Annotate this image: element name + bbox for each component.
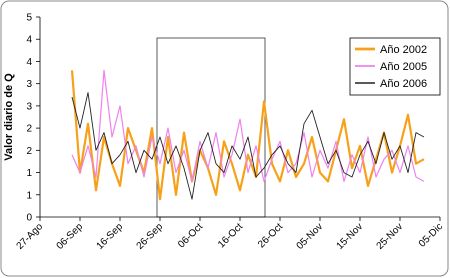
y-tick-label: 2 bbox=[26, 124, 32, 135]
y-tick-label: 0 bbox=[26, 213, 32, 224]
y-tick-label: 2 bbox=[26, 146, 32, 157]
series-line bbox=[71, 69, 425, 182]
y-tick-label: 1 bbox=[26, 190, 32, 201]
y-axis-label: Valor diario de Q bbox=[3, 73, 15, 161]
legend-label: Año 2002 bbox=[380, 44, 427, 56]
y-tick-label: 5 bbox=[26, 13, 32, 24]
y-tick-label: 1 bbox=[26, 168, 32, 179]
legend-label: Año 2005 bbox=[380, 61, 427, 73]
y-tick-label: 3 bbox=[26, 79, 32, 90]
legend-label: Año 2006 bbox=[380, 78, 427, 90]
y-tick-label: 3 bbox=[26, 101, 32, 112]
series-line bbox=[71, 92, 425, 200]
y-tick-label: 4 bbox=[26, 35, 32, 46]
series-line bbox=[70, 70, 425, 201]
y-tick-label: 4 bbox=[26, 57, 32, 68]
